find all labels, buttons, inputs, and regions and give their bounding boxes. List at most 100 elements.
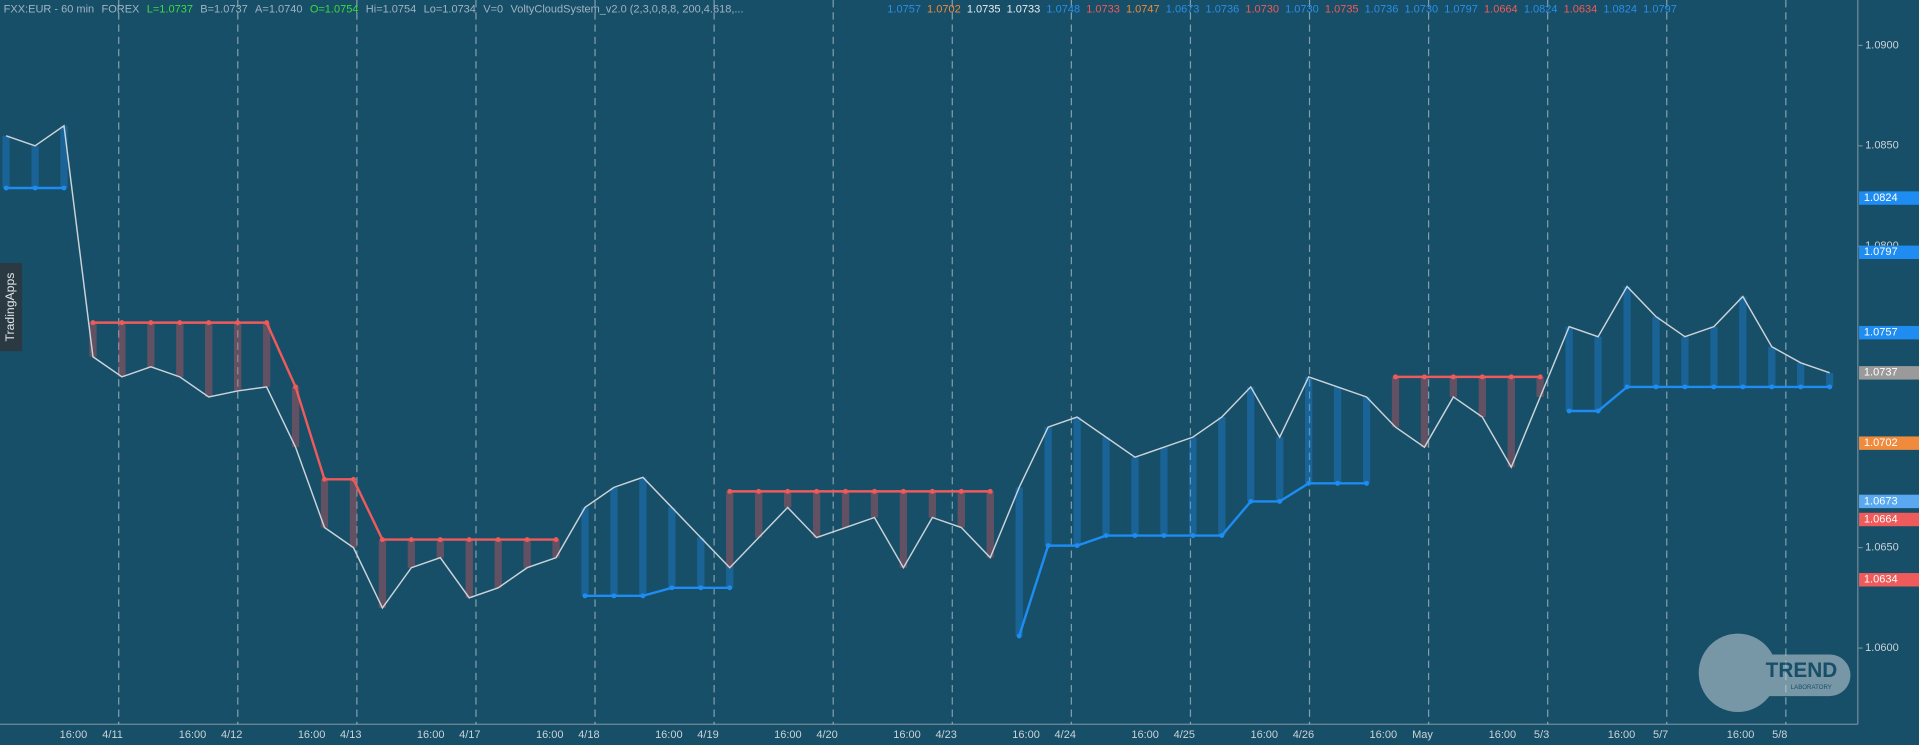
indicator-value: 1.0824 <box>1603 4 1637 16</box>
header-item: V=0 <box>483 4 503 16</box>
x-tick-label: 16:00 <box>1727 729 1755 741</box>
band-dot <box>1248 498 1254 504</box>
band-dot <box>1074 543 1080 549</box>
price-tag <box>1859 436 1919 450</box>
band-dot <box>90 320 96 326</box>
band-dot <box>1393 374 1398 380</box>
price-tag-label: 1.0797 <box>1864 246 1898 258</box>
band-dot <box>1277 498 1283 504</box>
indicator-value: 1.0730 <box>1285 4 1319 16</box>
band-dot <box>495 537 501 543</box>
band-dot <box>524 537 530 543</box>
indicator-value: 1.0824 <box>1524 4 1558 16</box>
band-dot <box>611 593 617 599</box>
indicator-value: 1.0733 <box>1086 4 1120 16</box>
price-tag-label: 1.0634 <box>1864 574 1898 586</box>
x-tick-label: 4/20 <box>816 729 837 741</box>
band-dot <box>293 384 299 390</box>
x-tick-label: 4/23 <box>935 729 956 741</box>
x-tick-label: 16:00 <box>1370 729 1398 741</box>
band-line <box>585 586 730 598</box>
band-dot <box>206 320 212 326</box>
x-tick-label: 5/8 <box>1772 729 1787 741</box>
indicator-value: 1.0664 <box>1484 4 1518 16</box>
x-tick-label: May <box>1412 729 1433 741</box>
header-item: VoltyCloudSystem_v2.0 (2,3,0,8,8, 200,4.… <box>511 4 744 16</box>
band-dot <box>727 488 733 494</box>
logo-pill <box>1737 654 1851 697</box>
indicator-value: 1.0735 <box>1325 4 1359 16</box>
header-item: B=1.0737 <box>200 4 247 16</box>
band-dot <box>466 537 472 543</box>
band-dot <box>351 476 356 482</box>
band-dot <box>61 185 67 191</box>
price-tag-label: 1.0757 <box>1864 327 1898 339</box>
band-dot <box>32 185 38 191</box>
band-dot <box>669 585 675 591</box>
band-dot <box>177 320 183 326</box>
price-tag <box>1859 494 1919 509</box>
x-tick-label: 4/12 <box>221 729 242 741</box>
band-dot <box>3 185 9 191</box>
price-tag-label: 1.0664 <box>1864 513 1898 525</box>
band-dot <box>322 476 327 482</box>
price-tag <box>1859 325 1919 340</box>
logo-subtitle: LABORATORY <box>1791 684 1832 691</box>
header-item: FOREX <box>102 4 141 16</box>
band-dot <box>1306 480 1312 486</box>
header-item: L=1.0737 <box>147 4 193 16</box>
band-dot <box>1740 384 1746 390</box>
price-tag <box>1859 245 1919 260</box>
x-tick-label: 16:00 <box>1250 729 1278 741</box>
band-dot <box>814 488 820 494</box>
band-dot <box>1045 543 1051 549</box>
x-tick-label: 16:00 <box>179 729 207 741</box>
band-dot <box>900 488 906 494</box>
band-dot <box>235 320 241 326</box>
y-tick-label: 1.0650 <box>1865 542 1899 554</box>
band-dot <box>1566 408 1572 414</box>
x-tick-label: 16:00 <box>1012 729 1040 741</box>
indicator-value: 1.0797 <box>1444 4 1478 16</box>
indicator-value: 1.0730 <box>1245 4 1279 16</box>
y-tick-label: 1.0850 <box>1865 140 1899 152</box>
band-dot <box>1653 384 1659 390</box>
x-tick-label: 4/19 <box>697 729 718 741</box>
header-item: FXX:EUR - 60 min <box>4 4 94 16</box>
logo-title: TREND <box>1766 659 1838 682</box>
band-dot <box>756 488 762 494</box>
indicator-value: 1.0748 <box>1046 4 1080 16</box>
band-dot <box>1798 384 1804 390</box>
band-dot <box>1364 480 1369 486</box>
indicator-value: 1.0797 <box>1643 4 1677 16</box>
band-dot <box>1769 384 1775 390</box>
indicator-value: 1.0736 <box>1365 4 1399 16</box>
band-dot <box>1103 533 1109 539</box>
band-dot <box>1335 480 1341 486</box>
band-dot <box>1132 533 1138 539</box>
band-dot <box>1161 533 1167 539</box>
band-line <box>1569 385 1830 413</box>
indicator-value: 1.0730 <box>1404 4 1438 16</box>
x-tick-label: 5/3 <box>1534 729 1549 741</box>
band-dot <box>264 320 270 326</box>
x-tick-label: 16:00 <box>655 729 683 741</box>
x-tick-label: 4/18 <box>578 729 599 741</box>
band-dot <box>872 488 877 494</box>
price-line <box>5 124 1830 610</box>
band-dot <box>1827 384 1833 390</box>
band-dot <box>1016 633 1022 639</box>
band-dot <box>379 537 385 543</box>
band-dot <box>437 537 443 543</box>
band-dot <box>1537 374 1543 380</box>
side-tab-label: TradingApps <box>3 273 17 342</box>
y-tick-label: 1.0900 <box>1865 39 1899 51</box>
band-dot <box>1219 533 1225 539</box>
price-tag <box>1859 512 1919 527</box>
price-tag <box>1859 573 1919 587</box>
band-dot <box>1711 384 1717 390</box>
x-tick-label: 4/11 <box>102 729 123 741</box>
indicator-value: 1.0747 <box>1126 4 1160 16</box>
